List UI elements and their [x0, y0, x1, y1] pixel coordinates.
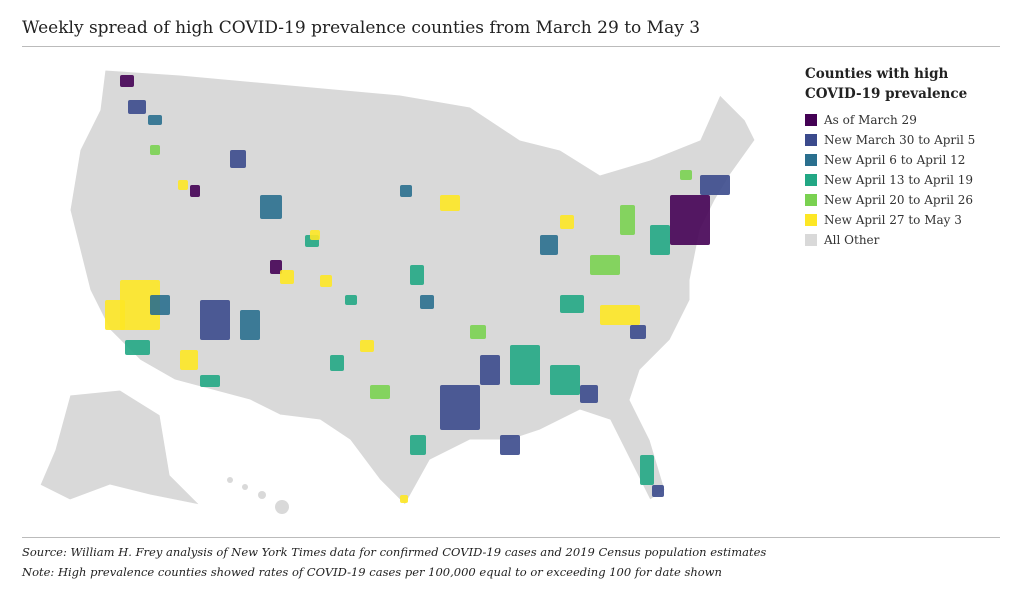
county-cluster [180, 350, 198, 370]
county-cluster [600, 305, 640, 325]
legend-label: New April 13 to April 19 [824, 173, 974, 187]
hawaii [227, 477, 289, 514]
county-cluster [190, 185, 200, 197]
source: Source: William H. Frey analysis of New … [22, 545, 767, 559]
legend-swatch [805, 154, 817, 166]
county-cluster [510, 345, 540, 385]
county-cluster [200, 375, 220, 387]
county-cluster [230, 150, 246, 168]
legend-item: As of March 29 [805, 110, 995, 130]
legend-item: New March 30 to April 5 [805, 130, 995, 150]
county-cluster [440, 195, 460, 211]
county-cluster [620, 205, 635, 235]
county-cluster [150, 145, 160, 155]
legend-label: New April 20 to April 26 [824, 193, 974, 207]
county-cluster [580, 385, 598, 403]
legend-label: New March 30 to April 5 [824, 133, 976, 147]
county-cluster [630, 325, 646, 339]
county-cluster [540, 235, 558, 255]
county-cluster [560, 215, 574, 229]
legend-item: New April 13 to April 19 [805, 170, 995, 190]
county-cluster [360, 340, 374, 352]
county-cluster [500, 435, 520, 455]
legend-swatch [805, 234, 817, 246]
legend-swatch [805, 174, 817, 186]
legend-label: New April 27 to May 3 [824, 213, 962, 227]
divider [22, 537, 1000, 538]
county-cluster [560, 295, 584, 313]
county-cluster [550, 365, 580, 395]
county-cluster [330, 355, 344, 371]
map [39, 69, 756, 514]
county-cluster [120, 75, 134, 87]
legend-item: New April 20 to April 26 [805, 190, 995, 210]
county-cluster [590, 255, 620, 275]
county-cluster [125, 340, 150, 355]
county-cluster [670, 195, 710, 245]
legend-swatch [805, 114, 817, 126]
county-cluster [150, 295, 170, 315]
county-cluster [120, 280, 160, 330]
divider [22, 46, 1000, 47]
legend-title: Counties with high COVID-19 prevalence [805, 66, 968, 102]
county-cluster [440, 385, 480, 430]
county-cluster [370, 385, 390, 399]
legend-item: New April 27 to May 3 [805, 210, 995, 230]
county-cluster [680, 170, 692, 180]
county-cluster [345, 295, 357, 305]
county-cluster [410, 265, 424, 285]
county-cluster [650, 225, 670, 255]
title: Weekly spread of high COVID-19 prevalenc… [22, 18, 701, 38]
county-cluster [178, 180, 188, 190]
legend-swatch [805, 194, 817, 206]
county-cluster [280, 270, 294, 284]
county-cluster [470, 325, 486, 339]
alaska [39, 389, 202, 506]
county-cluster [480, 355, 500, 385]
county-cluster [310, 230, 320, 240]
note: Note: High prevalence counties showed ra… [22, 565, 722, 579]
county-cluster [400, 495, 408, 503]
legend-swatch [805, 134, 817, 146]
county-cluster [240, 310, 260, 340]
county-cluster [400, 185, 412, 197]
legend-label: New April 6 to April 12 [824, 153, 966, 167]
county-cluster [148, 115, 162, 125]
county-cluster [420, 295, 434, 309]
county-cluster [652, 485, 664, 497]
county-cluster [700, 175, 730, 195]
legend-item: All Other [805, 230, 995, 250]
county-cluster [270, 260, 282, 274]
county-cluster [128, 100, 146, 114]
legend-swatch [805, 214, 817, 226]
legend: Counties with high COVID-19 prevalence A… [805, 64, 995, 250]
county-cluster [200, 300, 230, 340]
legend-item: New April 6 to April 12 [805, 150, 995, 170]
county-cluster [410, 435, 426, 455]
legend-label: All Other [824, 233, 880, 247]
county-cluster [320, 275, 332, 287]
county-cluster [640, 455, 654, 485]
county-cluster [105, 300, 125, 330]
county-cluster [260, 195, 282, 219]
legend-label: As of March 29 [824, 113, 917, 127]
